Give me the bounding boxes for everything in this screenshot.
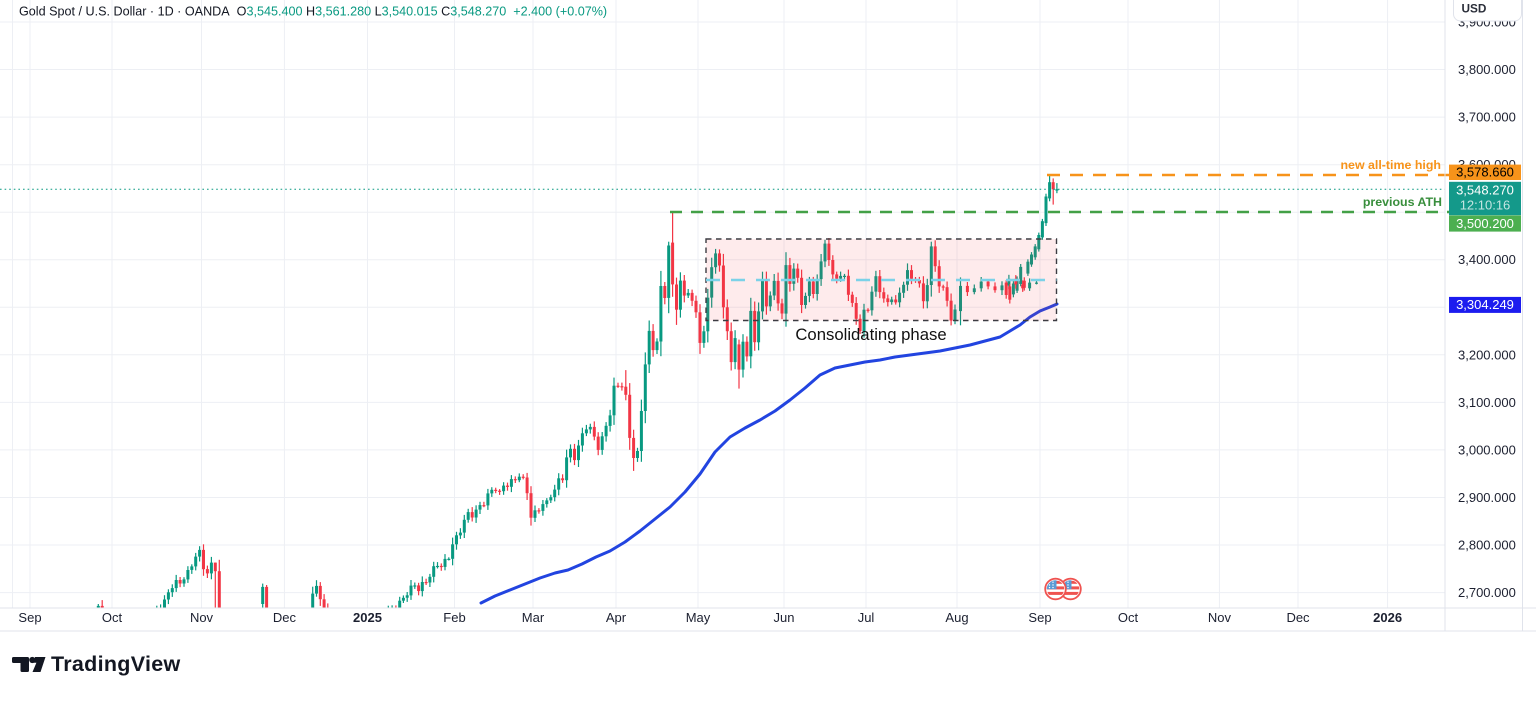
svg-text:TradingView: TradingView (51, 652, 181, 676)
svg-text:Dec: Dec (1286, 610, 1310, 625)
svg-text:previous ATH: previous ATH (1363, 195, 1442, 209)
svg-text:3,700.000: 3,700.000 (1458, 110, 1516, 125)
svg-text:Sep: Sep (1028, 610, 1051, 625)
svg-text:3,000.000: 3,000.000 (1458, 442, 1516, 457)
svg-text:Nov: Nov (1208, 610, 1232, 625)
svg-text:3,200.000: 3,200.000 (1458, 347, 1516, 362)
svg-text:2,800.000: 2,800.000 (1458, 538, 1516, 553)
svg-text:3,800.000: 3,800.000 (1458, 62, 1516, 77)
svg-text:Jul: Jul (858, 610, 875, 625)
svg-text:Oct: Oct (1118, 610, 1139, 625)
svg-text:Sep: Sep (18, 610, 41, 625)
svg-text:2026: 2026 (1373, 610, 1402, 625)
svg-text:12:10:16: 12:10:16 (1460, 198, 1511, 213)
svg-text:3,500.200: 3,500.200 (1456, 216, 1514, 231)
svg-text:Oct: Oct (102, 610, 123, 625)
svg-text:Apr: Apr (606, 610, 627, 625)
svg-text:3,400.000: 3,400.000 (1458, 252, 1516, 267)
svg-text:3,548.270: 3,548.270 (1456, 183, 1514, 198)
svg-text:3,100.000: 3,100.000 (1458, 395, 1516, 410)
svg-text:3,304.249: 3,304.249 (1456, 297, 1514, 312)
svg-text:Dec: Dec (273, 610, 297, 625)
svg-text:3,578.660: 3,578.660 (1456, 165, 1514, 180)
svg-text:Gold Spot / U.S. Dollar · 1D ·: Gold Spot / U.S. Dollar · 1D · OANDA O3,… (19, 5, 607, 19)
svg-text:2025: 2025 (353, 610, 382, 625)
svg-text:Mar: Mar (522, 610, 545, 625)
svg-text:Aug: Aug (945, 610, 968, 625)
svg-text:2,700.000: 2,700.000 (1458, 585, 1516, 600)
svg-text:May: May (686, 610, 711, 625)
svg-text:Feb: Feb (443, 610, 465, 625)
svg-text:Nov: Nov (190, 610, 214, 625)
svg-text:Jun: Jun (774, 610, 795, 625)
svg-text:new all-time high: new all-time high (1340, 158, 1441, 172)
svg-text:USD: USD (1462, 2, 1487, 16)
svg-text:Consolidating phase: Consolidating phase (795, 325, 946, 344)
svg-text:2,900.000: 2,900.000 (1458, 490, 1516, 505)
